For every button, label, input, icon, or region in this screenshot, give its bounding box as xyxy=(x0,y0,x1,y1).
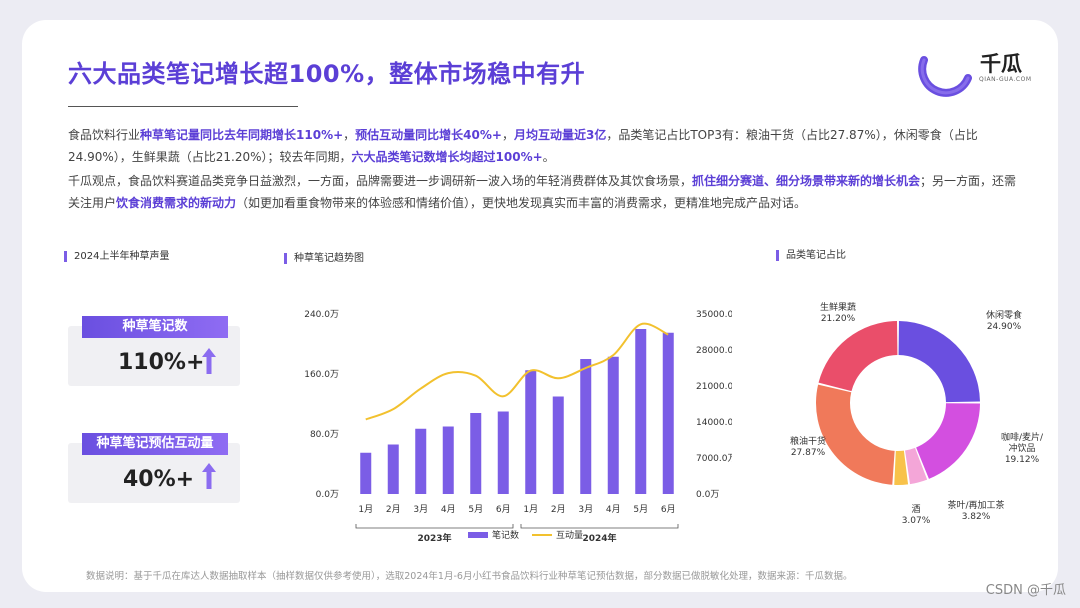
section-title-volume: 2024上半年种草声量 xyxy=(64,251,169,262)
kpi-label-interactions: 种草笔记预估互动量 xyxy=(82,433,228,455)
summary-paragraph: 食品饮料行业种草笔记量同比去年同期增长110%+，预估互动量同比增长40%+，月… xyxy=(68,125,1018,168)
x-tick-label: 1月 xyxy=(358,504,373,515)
kpi-value-notes: 110%+ xyxy=(118,350,205,375)
slice-label: 粮油干货 xyxy=(790,435,826,447)
bar-notes xyxy=(635,329,647,494)
bar-notes xyxy=(662,332,674,494)
page-title: 六大品类笔记增长超100%，整体市场稳中有升 xyxy=(68,60,586,88)
body-text: 食品饮料行业 xyxy=(68,128,141,142)
x-tick-label: 3月 xyxy=(578,504,593,515)
body-text: ，品类笔记占比TOP3有：粮油干货（占比27.87%），休闲零食（占比24.90… xyxy=(68,128,978,164)
slice-value-label: 3.07% xyxy=(902,516,931,526)
bar-notes xyxy=(525,370,537,494)
line-interactions xyxy=(365,322,669,421)
highlight-text: 抓住细分赛道、细分场景带来新的增长机会 xyxy=(692,174,921,188)
slice-label: 茶叶/再加工茶 xyxy=(947,499,1004,511)
highlight-text: 种草笔记量同比去年同期增长110%+ xyxy=(140,128,344,142)
right-axis-tick: 21000.0万 xyxy=(696,382,732,392)
x-tick-label: 3月 xyxy=(413,504,428,515)
title-underline xyxy=(68,106,298,107)
x-tick-label: 2月 xyxy=(551,504,566,515)
right-axis-tick: 35000.0万 xyxy=(696,310,732,320)
highlight-text: 六大品类笔记数增长均超过100%+ xyxy=(351,149,543,164)
x-tick-label: 4月 xyxy=(606,504,621,515)
bar-notes xyxy=(580,359,592,494)
body-text: ， xyxy=(501,128,514,142)
year-group-label: 2024年 xyxy=(582,532,616,544)
slice-value-label: 19.12% xyxy=(1005,455,1040,465)
report-card: 六大品类笔记增长超100%，整体市场稳中有升 千瓜 QIAN-GUA.COM 食… xyxy=(22,20,1058,592)
left-axis-tick: 0.0万 xyxy=(316,490,339,500)
year-bracket xyxy=(520,524,679,529)
donut-slice xyxy=(905,447,928,485)
bar-notes xyxy=(497,411,509,494)
bar-notes xyxy=(607,356,619,494)
slice-value-label: 3.82% xyxy=(962,512,991,522)
slice-value-label: 27.87% xyxy=(791,448,826,458)
donut-slice xyxy=(916,403,980,479)
x-tick-label: 1月 xyxy=(523,504,538,515)
credit-watermark: CSDN @千瓜 xyxy=(985,583,1066,598)
section-title-share: 品类笔记占比 xyxy=(776,250,846,261)
right-axis-tick: 7000.0万 xyxy=(696,454,732,464)
bar-notes xyxy=(360,452,372,494)
donut-slice xyxy=(898,321,980,403)
bar-notes xyxy=(442,426,454,494)
section-title-trend: 种草笔记趋势图 xyxy=(284,253,364,264)
slice-value-label: 21.20% xyxy=(821,314,856,324)
x-tick-label: 5月 xyxy=(633,504,648,515)
slice-label: 生鲜果蔬 xyxy=(820,301,856,313)
donut-slice xyxy=(894,450,909,485)
highlight-text: 预估互动量同比增长40%+ xyxy=(355,128,502,142)
year-group-label: 2023年 xyxy=(417,532,451,544)
body-text: 。 xyxy=(542,149,555,164)
up-arrow-icon xyxy=(202,463,216,489)
right-axis-tick: 14000.0万 xyxy=(696,418,732,428)
donut-slice xyxy=(818,321,898,392)
kpi-value-interactions: 40%+ xyxy=(123,467,195,492)
slice-label: 咖啡/麦片/冲饮品 xyxy=(1001,431,1044,454)
x-tick-label: 5月 xyxy=(468,504,483,515)
slice-label: 休闲零食 xyxy=(986,309,1022,321)
right-axis-tick: 28000.0万 xyxy=(696,346,732,356)
x-tick-label: 4月 xyxy=(441,504,456,515)
body-text: ；另一方面，还需关注用户 xyxy=(68,174,1017,210)
donut-slice xyxy=(816,384,895,485)
qiangua-logo-icon xyxy=(918,56,972,97)
left-axis-tick: 160.0万 xyxy=(304,370,339,380)
data-footnote: 数据说明：基于千瓜在库达人数据抽取样本（抽样数据仅供参考使用），选取2024年1… xyxy=(86,571,853,582)
bar-notes xyxy=(415,428,427,494)
x-tick-label: 6月 xyxy=(661,504,676,515)
up-arrow-icon xyxy=(202,348,216,374)
logo-text: 千瓜 xyxy=(980,52,1022,76)
highlight-text: 饮食消费需求的新动力 xyxy=(116,195,237,210)
x-tick-label: 2月 xyxy=(386,504,401,515)
left-axis-tick: 240.0万 xyxy=(304,310,339,320)
slice-label: 酒 xyxy=(911,504,920,515)
opinion-paragraph: 千瓜观点，食品饮料赛道品类竞争日益激烈，一方面，品牌需要进一步调研新一波入场的年… xyxy=(68,171,1018,214)
body-text: 千瓜观点，食品饮料赛道品类竞争日益激烈，一方面，品牌需要进一步调研新一波入场的年… xyxy=(68,174,693,188)
slice-value-label: 24.90% xyxy=(987,322,1022,332)
body-text: ， xyxy=(343,128,356,142)
bar-notes xyxy=(552,396,564,494)
kpi-label-notes: 种草笔记数 xyxy=(82,316,228,338)
trend-chart: 0.0万 80.0万 160.0万 240.0万 0.0万 7000.0万 14000.0万… xyxy=(304,310,732,544)
year-bracket xyxy=(355,524,514,529)
highlight-text: 月均互动量近3亿 xyxy=(513,128,607,142)
bar-notes xyxy=(387,444,399,494)
right-axis-tick: 0.0万 xyxy=(696,490,719,500)
legend-swatch-notes xyxy=(468,532,488,538)
bar-notes xyxy=(470,413,482,494)
logo-subtext: QIAN-GUA.COM xyxy=(979,76,1032,83)
left-axis-tick: 80.0万 xyxy=(310,430,339,440)
legend-label-notes: 笔记数 xyxy=(492,529,519,541)
body-text: （如更加看重食物带来的体验感和情绪价值），更快地发现真实而丰富的消费需求，更精准… xyxy=(236,195,807,210)
x-tick-label: 6月 xyxy=(496,504,511,515)
legend-label-interactions: 互动量 xyxy=(556,530,583,541)
